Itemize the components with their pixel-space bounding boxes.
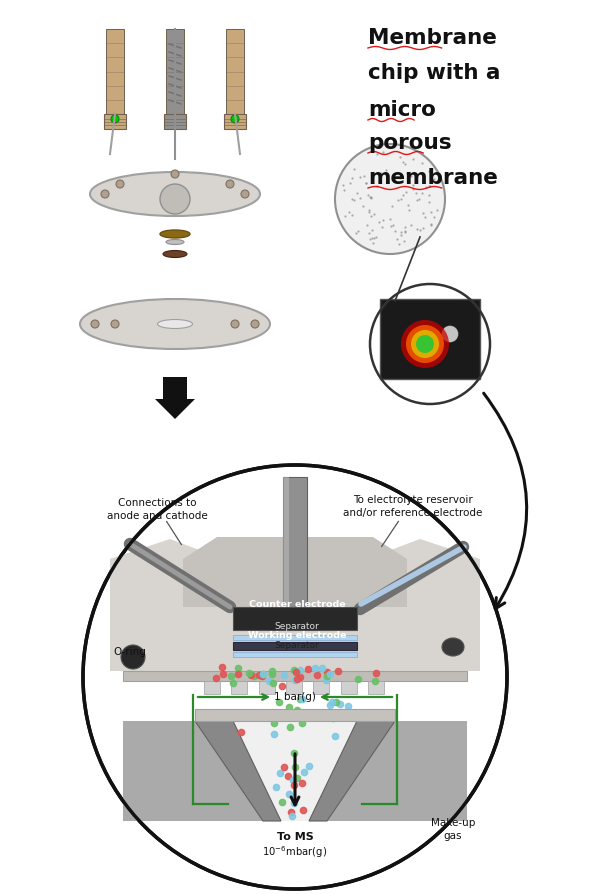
Circle shape	[83, 466, 507, 889]
Ellipse shape	[80, 299, 270, 350]
Bar	[106, 30, 124, 114]
Bar	[233, 636, 357, 640]
Text: 1 bar(g): 1 bar(g)	[274, 691, 316, 701]
Bar	[195, 709, 395, 721]
Ellipse shape	[442, 638, 464, 656]
Text: Connections to
anode and cathode: Connections to anode and cathode	[107, 497, 208, 520]
Circle shape	[160, 185, 190, 215]
Polygon shape	[155, 377, 195, 419]
Circle shape	[111, 116, 119, 124]
Polygon shape	[195, 721, 281, 821]
Circle shape	[171, 171, 179, 179]
Polygon shape	[233, 721, 357, 821]
Text: To MS: To MS	[277, 831, 314, 841]
Polygon shape	[327, 721, 467, 821]
Bar	[204, 681, 220, 695]
Bar	[286, 681, 302, 695]
Circle shape	[226, 181, 234, 189]
Bar	[166, 30, 184, 114]
Bar	[368, 681, 384, 695]
Bar	[104, 114, 126, 130]
Circle shape	[442, 326, 458, 342]
Circle shape	[101, 190, 109, 198]
Text: Membrane: Membrane	[368, 28, 497, 48]
Ellipse shape	[90, 173, 260, 216]
Bar	[233, 642, 357, 650]
Bar	[380, 299, 480, 380]
Polygon shape	[183, 537, 407, 607]
Circle shape	[111, 321, 119, 329]
Circle shape	[231, 116, 239, 124]
Text: micro: micro	[368, 100, 436, 120]
Text: chip with a: chip with a	[368, 63, 500, 83]
Polygon shape	[309, 721, 395, 821]
Circle shape	[335, 145, 445, 255]
Bar	[164, 114, 186, 130]
Text: Separator: Separator	[275, 621, 320, 630]
Ellipse shape	[158, 320, 193, 329]
Bar	[283, 477, 307, 607]
Circle shape	[406, 325, 444, 364]
Bar	[233, 653, 357, 657]
Bar	[231, 681, 248, 695]
Circle shape	[91, 321, 99, 329]
Bar	[283, 477, 289, 607]
Circle shape	[416, 335, 434, 354]
Ellipse shape	[166, 240, 184, 245]
Circle shape	[251, 321, 259, 329]
Bar	[259, 681, 275, 695]
Ellipse shape	[160, 231, 190, 239]
Text: $10^{-6}$mbar(g): $10^{-6}$mbar(g)	[262, 843, 328, 859]
Text: To electrolyte reservoir
and/or reference electrode: To electrolyte reservoir and/or referenc…	[343, 494, 483, 518]
Text: Make-up
gas: Make-up gas	[431, 817, 475, 840]
Text: membrane: membrane	[368, 168, 498, 188]
Circle shape	[231, 321, 239, 329]
Text: porous: porous	[368, 133, 452, 153]
Bar	[123, 671, 467, 681]
Circle shape	[411, 331, 439, 358]
Bar	[224, 114, 246, 130]
Text: Separator: Separator	[275, 640, 320, 649]
Polygon shape	[123, 721, 263, 821]
Circle shape	[241, 190, 249, 198]
Bar	[341, 681, 356, 695]
Text: Counter electrode: Counter electrode	[249, 599, 345, 608]
Circle shape	[401, 321, 449, 368]
Bar	[226, 30, 244, 114]
Text: Working electrode: Working electrode	[248, 630, 346, 639]
Circle shape	[116, 181, 124, 189]
Polygon shape	[110, 539, 480, 671]
Circle shape	[121, 645, 145, 670]
Text: O-ring: O-ring	[113, 646, 146, 656]
Bar	[314, 681, 330, 695]
Ellipse shape	[163, 251, 187, 258]
Bar	[233, 607, 357, 630]
